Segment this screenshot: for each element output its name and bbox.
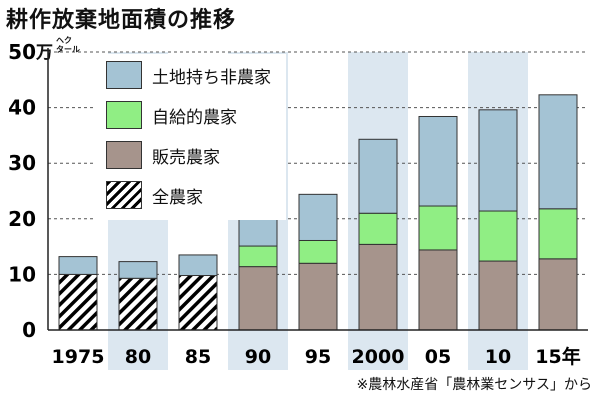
bar-segment	[418, 115, 458, 207]
bar-segment	[538, 94, 578, 210]
chart-title: 耕作放棄地面積の推移	[6, 8, 237, 33]
tick-labels: 0 10 20 30 40 50 1975 80 85 90 95 2000 05 10 15年	[8, 40, 581, 368]
bar-segment	[358, 138, 398, 214]
legend-label: 土地持ち非農家	[152, 67, 271, 88]
legend-item: 土地持ち非農家	[106, 60, 271, 90]
x-tick-label: 95	[305, 346, 331, 368]
y-axis-unit-sub-line2: タール	[56, 45, 80, 54]
source-note: ※農林水産省「農林業センサス」から	[356, 377, 592, 393]
bar-segment	[298, 262, 338, 331]
bar-segment	[298, 193, 338, 241]
legend-item: 自給的農家	[106, 100, 237, 130]
bars	[58, 94, 578, 331]
bar-segment	[58, 256, 98, 275]
legend-swatch	[106, 61, 142, 89]
x-tick-label: 80	[125, 346, 151, 368]
legend-swatch	[106, 181, 142, 209]
bar-segment	[538, 258, 578, 331]
legend-label: 全農家	[152, 187, 203, 208]
x-tick-label: 10	[485, 346, 511, 368]
y-tick-label: 0	[22, 318, 36, 342]
x-tick-label: 1975	[52, 346, 105, 368]
legend: 土地持ち非農家 自給的農家販売農家全農家	[96, 54, 286, 220]
axes	[47, 48, 588, 331]
bar-segment	[178, 254, 218, 277]
x-tick-label: 85	[185, 346, 211, 368]
bar-segment	[418, 205, 458, 251]
y-tick-label: 30	[8, 151, 36, 175]
bar-segment	[538, 208, 578, 260]
legend-swatch	[106, 101, 142, 129]
bar-segment	[358, 243, 398, 331]
y-axis-unit-sub-line1: ヘク	[56, 36, 72, 45]
bar-segment	[58, 273, 98, 331]
y-axis-unit-sub: ヘク タール	[56, 36, 80, 54]
y-tick-label: 50	[8, 40, 36, 64]
legend-item: 販売農家	[106, 140, 220, 170]
bar-segment	[238, 266, 278, 331]
bar-segment	[298, 239, 338, 264]
bar-segment	[238, 245, 278, 268]
bar-segment	[418, 249, 458, 331]
y-tick-label: 10	[8, 262, 36, 286]
bar-segment	[118, 277, 158, 331]
y-tick-label: 20	[8, 207, 36, 231]
x-tick-label: 2000	[352, 346, 405, 368]
legend-label: 販売農家	[152, 147, 220, 168]
x-tick-label: 15年	[535, 345, 580, 368]
bar-segment	[358, 212, 398, 245]
bar-segment	[478, 260, 518, 331]
bar-segment	[118, 261, 158, 279]
bar-segment	[478, 109, 518, 212]
legend-item: 全農家	[106, 180, 203, 210]
bar-segment	[478, 210, 518, 262]
legend-swatch	[106, 141, 142, 169]
legend-label: 自給的農家	[152, 107, 237, 128]
bar-segment	[178, 275, 218, 331]
x-tick-label: 90	[245, 346, 271, 368]
y-tick-label: 40	[8, 96, 36, 120]
x-tick-label: 05	[425, 346, 451, 368]
